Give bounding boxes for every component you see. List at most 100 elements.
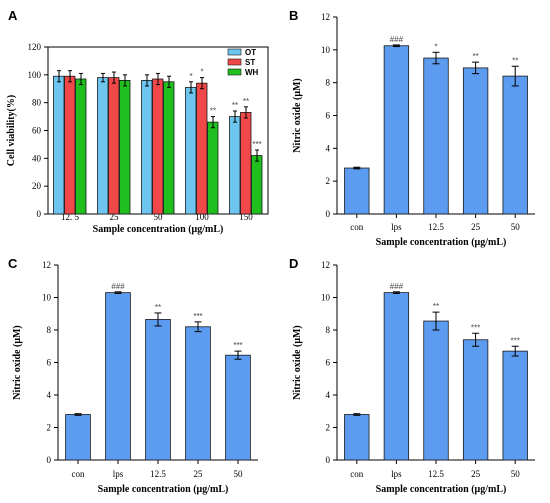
x-tick-label: 25 [471, 222, 481, 232]
bar [423, 57, 449, 215]
x-axis-title: Sample concentration (μg/mL) [376, 237, 507, 248]
x-tick-label: 12. 5 [61, 212, 80, 222]
bar [423, 320, 449, 461]
bar [108, 77, 120, 215]
y-axis-title: Cell viability(%) [6, 95, 17, 166]
y-tick-label: 4 [47, 390, 52, 400]
panel-letter: A [8, 8, 18, 23]
y-tick-label: 20 [32, 181, 42, 191]
significance-label: * [434, 42, 437, 51]
significance-label: ** [210, 107, 216, 116]
x-tick-label: 12.5 [428, 222, 444, 232]
bar [462, 67, 489, 215]
bar [383, 45, 410, 215]
bar [64, 75, 76, 215]
y-tick-label: 8 [326, 325, 331, 335]
y-tick-label: 2 [326, 423, 331, 433]
y-tick-label: 2 [47, 423, 52, 433]
y-tick-label: 12 [42, 260, 51, 270]
significance-label: ** [232, 101, 238, 110]
bar [502, 75, 528, 215]
y-tick-label: 120 [28, 42, 42, 52]
y-tick-label: 10 [42, 293, 52, 303]
y-tick-label: 12 [321, 260, 330, 270]
y-tick-label: 40 [32, 153, 42, 163]
legend-label: OT [245, 48, 256, 57]
bar [163, 81, 175, 215]
significance-label: * [189, 72, 192, 81]
bar [97, 77, 109, 215]
panel-letter: B [289, 8, 298, 23]
x-tick-label: con [350, 222, 363, 232]
significance-label: ** [433, 302, 439, 311]
x-axis-title: Sample concentration (μg/mL) [376, 484, 507, 495]
significance-label: ** [243, 97, 249, 106]
x-tick-label: 25 [471, 469, 481, 479]
y-tick-label: 8 [47, 325, 52, 335]
y-tick-label: 4 [326, 143, 331, 153]
y-tick-label: 10 [321, 293, 331, 303]
bar [383, 292, 410, 461]
y-tick-label: 0 [47, 455, 52, 465]
bar [75, 78, 87, 215]
panel-a: A 0 20 40 60 80 100 120 Cell viability(%) Sample … [6, 8, 269, 235]
x-tick-label: 50 [234, 469, 244, 479]
significance-label: * [200, 68, 203, 77]
bar [240, 112, 252, 215]
bar [229, 116, 241, 215]
bar [251, 155, 263, 215]
bar [344, 414, 370, 461]
x-tick-label: 12.5 [428, 469, 444, 479]
significance-label: ### [390, 35, 404, 44]
x-tick-label: lps [113, 469, 124, 479]
bar [344, 167, 370, 215]
panel-d: D 0 2 4 6 8 10 12 Nitric oxide (μM) Sample concen… [289, 256, 535, 495]
x-tick-label: 150 [239, 212, 253, 222]
y-tick-label: 100 [28, 70, 42, 80]
bar [65, 414, 91, 461]
bar [145, 319, 171, 461]
y-tick-label: 4 [326, 390, 331, 400]
y-tick-label: 60 [32, 126, 42, 136]
legend-swatch [227, 48, 242, 56]
legend-swatch [227, 58, 242, 66]
x-tick-label: 50 [511, 469, 521, 479]
y-tick-label: 8 [326, 78, 331, 88]
significance-label: ** [155, 303, 161, 312]
significance-label: ### [390, 282, 404, 291]
bar [152, 78, 164, 215]
y-tick-label: 12 [321, 12, 330, 22]
y-tick-label: 80 [32, 98, 42, 108]
legend-label: WH [245, 68, 259, 77]
bar [207, 121, 219, 215]
x-axis-title: Sample concentration (μg/mL) [98, 484, 229, 495]
bar [105, 292, 131, 461]
x-tick-label: con [350, 469, 363, 479]
x-tick-label: lps [391, 469, 402, 479]
bar [53, 75, 65, 215]
x-tick-label: 25 [110, 212, 120, 222]
y-tick-label: 2 [326, 176, 331, 186]
legend-swatch [227, 68, 242, 76]
x-tick-label: 50 [511, 222, 521, 232]
bar [225, 354, 251, 461]
x-tick-label: 25 [194, 469, 204, 479]
significance-label: *** [193, 312, 202, 321]
significance-label: ** [472, 52, 478, 61]
y-tick-label: 0 [37, 209, 42, 219]
bar [196, 82, 208, 215]
bar [141, 80, 153, 215]
legend-label: ST [245, 58, 255, 67]
significance-label: *** [233, 341, 242, 350]
panel-letter: C [8, 256, 18, 271]
significance-label: ** [512, 56, 518, 65]
panel-letter: D [289, 256, 298, 271]
significance-label: *** [511, 336, 520, 345]
x-tick-label: con [72, 469, 85, 479]
x-tick-label: 100 [195, 212, 209, 222]
x-tick-label: 12.5 [150, 469, 166, 479]
y-axis-title: Nitric oxide (μM) [292, 325, 303, 400]
bar [462, 339, 489, 461]
x-axis-title: Sample concentration (μg/mL) [93, 224, 224, 235]
